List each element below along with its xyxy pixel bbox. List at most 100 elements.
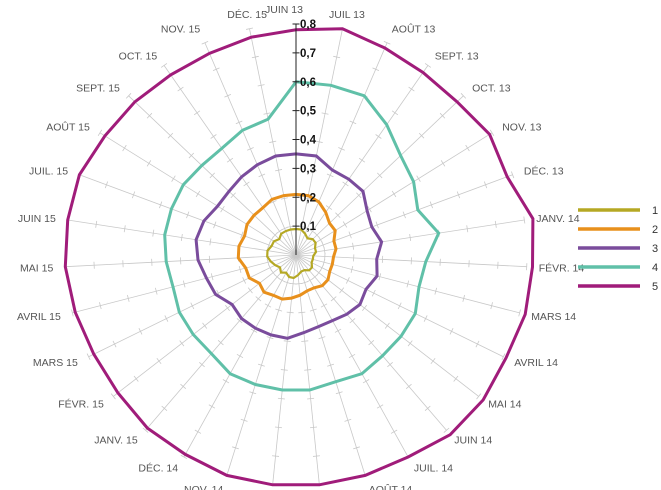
radial-tick bbox=[362, 379, 370, 384]
radial-tick bbox=[368, 340, 375, 346]
value-tick-label: 0,2 bbox=[300, 192, 316, 204]
radial-tick bbox=[210, 134, 217, 139]
radial-tick bbox=[338, 147, 345, 151]
radial-tick bbox=[494, 220, 497, 228]
radial-tick bbox=[236, 318, 243, 324]
radial-tick bbox=[194, 429, 202, 434]
radial-tick bbox=[195, 190, 201, 198]
radial-tick bbox=[270, 269, 276, 276]
radial-tick bbox=[122, 144, 127, 152]
radial-tick bbox=[339, 287, 345, 294]
radial-tick bbox=[202, 322, 208, 329]
radial-tick bbox=[501, 353, 506, 361]
radial-tick bbox=[274, 274, 281, 280]
category-label: MAI 14 bbox=[488, 399, 521, 411]
radial-tick bbox=[424, 63, 432, 68]
radial-tick bbox=[344, 418, 352, 422]
radial-tick bbox=[125, 93, 132, 99]
legend-label: 3 bbox=[652, 243, 658, 255]
radial-tick bbox=[171, 175, 176, 182]
radial-tick bbox=[127, 294, 130, 302]
category-label: NOV. 15 bbox=[161, 24, 200, 36]
radial-tick bbox=[269, 236, 274, 243]
radial-tick bbox=[112, 340, 117, 348]
radial-tick bbox=[301, 340, 309, 342]
radial-tick bbox=[255, 296, 262, 302]
radial-tick bbox=[295, 282, 303, 285]
radial-tick bbox=[266, 336, 274, 340]
radial-tick bbox=[483, 181, 488, 189]
legend-label: 4 bbox=[652, 262, 658, 274]
radial-tick bbox=[345, 277, 350, 284]
radial-tick bbox=[243, 181, 250, 187]
radial-tick bbox=[110, 393, 116, 400]
radial-tick bbox=[224, 94, 232, 98]
radial-tick bbox=[123, 225, 126, 233]
radial-tick bbox=[476, 393, 482, 400]
radial-tick bbox=[489, 129, 495, 136]
radial-tick bbox=[409, 233, 412, 242]
category-label: JUIL 13 bbox=[329, 9, 365, 21]
radial-tick bbox=[226, 157, 234, 163]
value-tick-label: 0,3 bbox=[300, 163, 316, 175]
radial-tick bbox=[133, 375, 139, 382]
radial-tick bbox=[475, 340, 480, 348]
radial-tick bbox=[387, 361, 393, 368]
radial-tick bbox=[315, 140, 323, 143]
radial-tick bbox=[449, 327, 454, 335]
radial-tick bbox=[209, 172, 215, 179]
radial-tick bbox=[240, 231, 244, 239]
category-label: NOV. 13 bbox=[502, 122, 541, 134]
category-label: JANV. 14 bbox=[536, 213, 580, 225]
radial-tick bbox=[378, 273, 382, 281]
radial-tick bbox=[281, 226, 288, 231]
radial-tick bbox=[289, 282, 297, 285]
radial-tick bbox=[242, 277, 247, 284]
series-5-line bbox=[63, 27, 535, 487]
radial-tick bbox=[523, 216, 526, 224]
radial-tick bbox=[405, 383, 412, 390]
radial-tick bbox=[423, 315, 428, 322]
radial-tick bbox=[225, 305, 230, 312]
radial-tick bbox=[264, 303, 272, 308]
radial-tick bbox=[334, 328, 342, 333]
category-label: DÉC. 14 bbox=[138, 462, 178, 475]
category-label: MARS 14 bbox=[531, 311, 576, 323]
radial-tick bbox=[161, 405, 168, 411]
category-label: NOV. 14 bbox=[184, 484, 223, 490]
radial-tick bbox=[286, 225, 294, 228]
series-3-line bbox=[194, 152, 384, 340]
radial-tick bbox=[250, 328, 258, 333]
radial-tick bbox=[391, 190, 397, 198]
radial-tick bbox=[238, 265, 242, 273]
category-label: JUIL. 14 bbox=[414, 463, 453, 475]
category-label: SEPT. 15 bbox=[76, 83, 120, 95]
category-labels: JUIN 13 JUIL 13 AOÛT 13 SEPT. 13 OCT. 13 NOV.… bbox=[17, 4, 584, 490]
category-label: JUIN 14 bbox=[454, 434, 492, 446]
radial-tick bbox=[402, 211, 406, 219]
radial-tick bbox=[95, 220, 98, 228]
radial-tick bbox=[131, 191, 136, 199]
value-tick-label: 0,4 bbox=[300, 135, 317, 147]
value-tick-label: 0,5 bbox=[300, 106, 317, 118]
category-label: AOÛT 13 bbox=[392, 23, 436, 36]
radial-tick bbox=[320, 264, 324, 272]
legend: 1 2 3 4 5 bbox=[578, 205, 658, 293]
radial-tick bbox=[269, 200, 277, 204]
category-label: SEPT. 13 bbox=[435, 51, 479, 63]
radial-tick bbox=[309, 169, 317, 172]
value-tick-label: 0,1 bbox=[300, 221, 317, 233]
radial-tick bbox=[298, 311, 306, 314]
radial-tick bbox=[142, 427, 149, 433]
category-label: MARS 15 bbox=[33, 357, 78, 369]
radial-tick bbox=[462, 294, 465, 302]
category-label: DÉC. 13 bbox=[524, 165, 564, 178]
radial-tick bbox=[268, 264, 272, 272]
category-label: JANV. 15 bbox=[94, 434, 138, 446]
radial-tick bbox=[456, 191, 461, 199]
radial-tick bbox=[235, 120, 243, 125]
radial-tick bbox=[350, 265, 354, 273]
radial-tick bbox=[277, 397, 285, 400]
radial-tick bbox=[318, 236, 323, 243]
